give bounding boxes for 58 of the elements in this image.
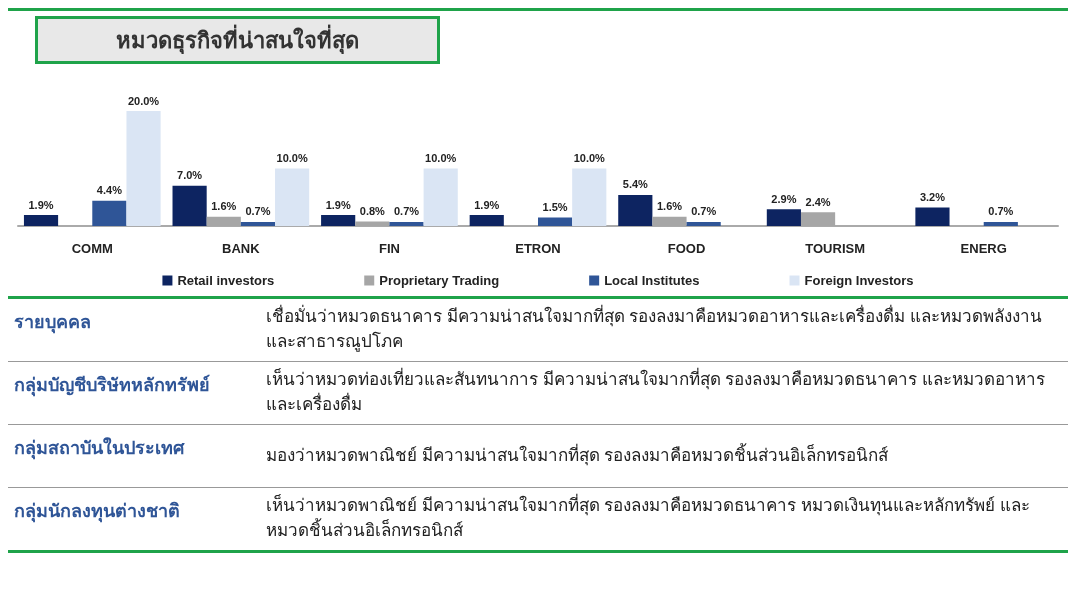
data-label: 1.9% <box>325 198 351 211</box>
data-label: 0.8% <box>359 204 386 217</box>
bar <box>240 221 276 226</box>
data-label: 20.0% <box>127 94 160 107</box>
bar <box>321 215 356 226</box>
bar <box>469 215 504 226</box>
bar <box>126 111 161 226</box>
bar <box>23 215 59 226</box>
x-tick-label: ETRON <box>515 241 561 256</box>
bar <box>92 200 127 226</box>
bar <box>389 221 424 226</box>
x-tick-label: FIN <box>378 241 400 256</box>
data-label: 10.0% <box>276 152 308 164</box>
x-tick-label: FOOD <box>667 241 706 256</box>
chart-title: หมวดธุรกิจที่น่าสนใจที่สุด <box>116 23 359 55</box>
bar <box>915 207 950 226</box>
text: กลุ่มบัญชีบริษัทหลักทรัพย์ <box>13 373 211 399</box>
bar <box>538 217 573 226</box>
data-label: 1.6% <box>656 200 683 213</box>
data-label: 10.0% <box>425 152 457 164</box>
data-label: 10.0% <box>573 152 606 164</box>
data-label: 2.4% <box>805 195 831 208</box>
bar <box>275 168 310 226</box>
legend-label: Foreign Investors <box>804 273 914 288</box>
data-label: 7.0% <box>177 169 203 182</box>
data-label: 4.4% <box>96 184 123 197</box>
x-tick-label: ENERG <box>960 241 1007 256</box>
bar <box>423 168 458 226</box>
bar <box>766 209 801 226</box>
text: กลุ่มสถาบันในประเทศ <box>13 436 186 462</box>
x-tick-label: BANK <box>222 241 261 256</box>
text: รายบุคคล <box>13 311 92 336</box>
text: มองว่าหมวดพาณิชย์ มีความน่าสนใจมากที่สุด รองลงมาคือหมวดชิ้นส่วนอิเล็กทรอนิกส์ <box>265 442 890 468</box>
text: เห็นว่าหมวดท่องเที่ยวและสันทนาการ มีความน่าสนใจมากที่สุด รองลงมาคือหมวดธนาคาร และหมวดอาหารและเครื่องดื่ม <box>265 366 1047 416</box>
bar <box>172 185 207 226</box>
data-label: 0.7% <box>393 205 420 218</box>
data-label: 0.7% <box>988 205 1014 218</box>
data-label: 1.9% <box>28 198 54 211</box>
data-label: 3.2% <box>919 191 946 204</box>
x-tick-label: TOURISM <box>805 241 865 256</box>
legend-label: Local Institutes <box>604 273 700 288</box>
data-label: 1.5% <box>542 200 568 213</box>
legend-label: Proprietary Trading <box>379 273 500 288</box>
bar <box>572 168 607 226</box>
legend-label: Retail investors <box>177 273 275 288</box>
x-tick-label: COMM <box>71 241 113 256</box>
text: เชื่อมั่นว่าหมวดธนาคาร มีความน่าสนใจมากที่สุด รองลงมาคือหมวดอาหารและเครื่องดื่ม และหมวดพลังงานและสาธารณูปโภค <box>265 303 1044 354</box>
text: กลุ่มนักลงทุนต่างชาติ <box>13 500 181 525</box>
data-label: 1.6% <box>211 200 237 213</box>
data-label: 1.9% <box>474 198 500 211</box>
data-label: 5.4% <box>622 178 649 191</box>
data-label: 2.9% <box>771 192 797 205</box>
data-label: 0.7% <box>691 205 717 218</box>
bar <box>618 194 653 226</box>
data-label: 0.7% <box>245 205 271 218</box>
text: เห็นว่าหมวดพาณิชย์ มีความน่าสนใจมากที่สุด รองลงมาคือหมวดธนาคาร หมวดเงินทุนและหลักทรัพย์ และหมวดชิ้นส่วนอิเล็กทรอนิกส์ <box>265 492 1031 542</box>
bar <box>983 221 1018 226</box>
bar <box>686 221 721 226</box>
